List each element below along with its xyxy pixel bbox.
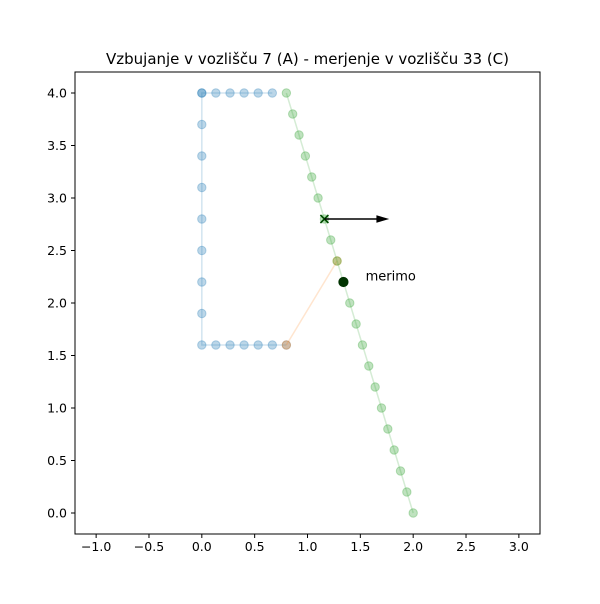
series-3-line — [285, 92, 414, 514]
excitation-arrow-head — [376, 215, 390, 223]
series-3-point — [294, 130, 304, 140]
series-3-point — [408, 508, 418, 518]
x-tick-label: 0.0 — [192, 539, 212, 554]
series-1-point — [253, 88, 263, 98]
series-3-point — [370, 382, 380, 392]
series-1-point — [211, 88, 221, 98]
series-3-point — [376, 403, 387, 413]
series-1-point — [197, 214, 207, 224]
series-3-point — [313, 193, 323, 203]
measurement-point — [338, 276, 349, 288]
series-1-point — [197, 308, 207, 319]
measurement-label: merimo — [366, 269, 416, 284]
y-tick-label: 0.5 — [47, 453, 67, 468]
y-tick-label: 2.0 — [47, 296, 67, 311]
x-tick-label: 2.0 — [403, 539, 423, 554]
series-1-point — [267, 88, 278, 98]
series-3-point — [389, 445, 399, 455]
series-1-point — [197, 277, 207, 287]
series-3-point — [281, 88, 292, 98]
series-1-point — [197, 151, 207, 161]
chart-title: Vzbujanje v vozlišču 7 (A) - merjenje v … — [106, 50, 509, 68]
series-1-point — [253, 340, 263, 350]
y-tick-label: 3.0 — [47, 191, 67, 206]
x-tick-label: −0.5 — [134, 539, 164, 554]
series-1-point — [197, 182, 207, 193]
series-1-point — [197, 88, 207, 98]
series-3-point — [307, 172, 317, 182]
x-tick-label: 3.0 — [509, 539, 529, 554]
series-1-point — [197, 245, 207, 256]
series-3-point — [402, 487, 412, 497]
series-3-point — [345, 298, 355, 308]
y-tick-label: 1.0 — [47, 401, 67, 416]
series-1-point — [225, 340, 235, 350]
series-2-line — [285, 260, 338, 346]
y-tick-label: 3.5 — [47, 138, 67, 153]
series-1-point — [197, 340, 207, 350]
series-3-point — [364, 361, 374, 371]
y-tick-label: 1.5 — [47, 348, 67, 363]
excitation-marker — [319, 214, 329, 224]
series-1-point — [239, 340, 249, 350]
y-tick-label: 2.5 — [47, 243, 67, 258]
x-tick-label: 1.5 — [350, 539, 370, 554]
series-3-point — [395, 466, 406, 476]
series-1-line — [201, 92, 287, 346]
series-1-point — [225, 88, 235, 98]
series-1-point — [197, 119, 207, 130]
y-tick-label: 4.0 — [47, 86, 67, 101]
series-1-point — [281, 340, 292, 350]
series-2-point — [332, 256, 342, 266]
series-1-point — [267, 340, 278, 350]
y-tick-label: 0.0 — [47, 506, 67, 521]
series-3-point — [326, 235, 336, 245]
x-tick-label: −1.0 — [81, 539, 111, 554]
series-3-point — [332, 256, 342, 266]
series-1-point — [239, 88, 249, 98]
x-tick-label: 1.0 — [298, 539, 318, 554]
series-3-point — [357, 340, 368, 350]
x-tick-label: 0.5 — [245, 539, 265, 554]
series-3-point — [351, 319, 361, 329]
series-3-point — [300, 151, 311, 161]
series-2-point — [281, 340, 292, 350]
series-3-point — [383, 424, 393, 434]
x-tick-label: 2.5 — [456, 539, 476, 554]
series-1-point — [197, 88, 207, 98]
series-3-point — [288, 109, 298, 119]
series-1-point — [211, 340, 221, 350]
